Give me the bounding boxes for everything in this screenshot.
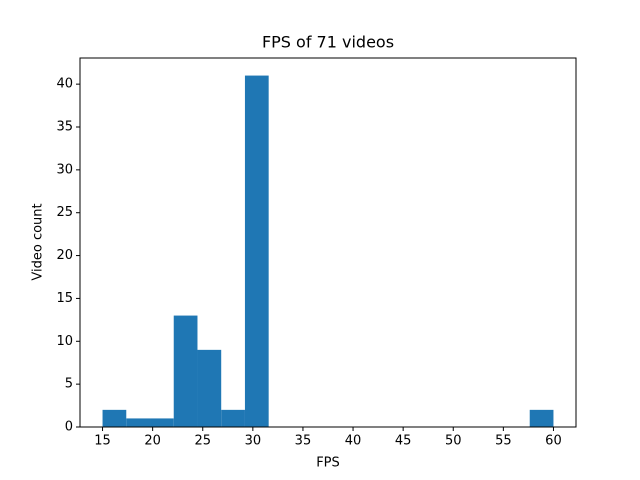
x-tick-label: 35: [295, 434, 312, 449]
bar: [102, 409, 127, 427]
x-tick-label: 25: [194, 434, 211, 449]
x-tick-label: 55: [495, 434, 512, 449]
y-tick-label: 0: [65, 420, 73, 435]
x-tick-label: 45: [395, 434, 412, 449]
bar: [150, 418, 174, 427]
bar: [244, 75, 269, 428]
bar: [529, 409, 554, 427]
x-tick-label: 20: [144, 434, 161, 449]
x-tick-label: 40: [345, 434, 362, 449]
y-tick-label: 25: [56, 205, 73, 220]
y-tick-label: 15: [56, 291, 73, 306]
bar: [221, 409, 245, 427]
x-tick-label: 50: [445, 434, 462, 449]
bar: [126, 418, 151, 427]
y-tick-label: 20: [56, 248, 73, 263]
bar: [197, 349, 222, 427]
y-tick-label: 10: [56, 334, 73, 349]
y-tick-label: 30: [56, 162, 73, 177]
x-axis-label: FPS: [316, 456, 340, 471]
bar: [173, 315, 198, 427]
x-tick-label: 15: [94, 434, 111, 449]
y-tick-label: 5: [65, 377, 73, 392]
plot-frame: [79, 57, 577, 428]
x-tick-label: 60: [545, 434, 562, 449]
y-tick-label: 40: [56, 77, 73, 92]
chart-title: FPS of 71 videos: [262, 33, 394, 52]
y-axis-label: Video count: [31, 203, 46, 280]
x-tick-label: 30: [245, 434, 262, 449]
y-tick-label: 35: [56, 120, 73, 135]
